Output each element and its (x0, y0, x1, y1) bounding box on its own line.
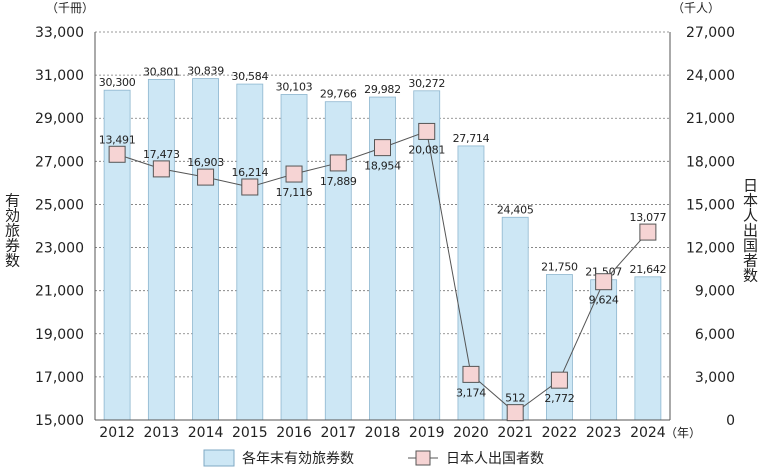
bar (103, 89, 131, 421)
right-tick-label: 3,000 (695, 370, 735, 386)
line-data-label: 512 (505, 392, 525, 405)
line-data-label: 16,214 (231, 166, 268, 179)
line-marker (152, 160, 170, 178)
left-tick-label: 21,000 (35, 284, 84, 300)
line-marker (285, 165, 303, 183)
x-tick-label: 2020 (453, 425, 489, 441)
bar (192, 78, 219, 421)
legend-line-marker (415, 450, 431, 466)
left-tick-label: 25,000 (35, 197, 84, 213)
line-series: 13,491 17,473 16,903 16,214 17,116 17,889 18,9… (99, 122, 667, 422)
bar (147, 79, 175, 421)
x-tick-label: 2012 (99, 425, 135, 441)
x-tick-label: 2013 (144, 425, 180, 441)
x-tick-label: 2015 (232, 425, 268, 441)
bar-data-label: 21,642 (630, 263, 667, 276)
x-tick-label: 2016 (276, 425, 312, 441)
bar (236, 83, 264, 421)
bar-data-label: 24,405 (497, 203, 534, 216)
left-tick-label: 31,000 (35, 68, 84, 84)
right-tick-label: 9,000 (695, 284, 735, 300)
bar-data-label: 30,272 (408, 77, 445, 90)
bar-series: 30,300 30,801 30,839 30,584 30,103 29,766 29,9… (99, 65, 667, 421)
line-marker (550, 371, 568, 389)
right-tick-label: 21,000 (686, 111, 735, 127)
right-tick-label: 12,000 (686, 241, 735, 257)
x-tick-label: 2019 (409, 425, 445, 441)
right-tick-label: 6,000 (695, 327, 735, 343)
line-data-label: 16,903 (187, 156, 224, 169)
left-tick-label: 17,000 (35, 370, 84, 386)
line-marker (197, 168, 215, 186)
line-marker (506, 404, 524, 422)
left-axis-label: 有効旅券数 (3, 193, 21, 268)
x-tick-label: 2018 (365, 425, 401, 441)
line-marker (108, 145, 126, 163)
left-tick-label: 23,000 (35, 241, 84, 257)
line-marker (418, 122, 436, 140)
x-tick-label: 2021 (497, 425, 533, 441)
bar (413, 90, 441, 421)
legend-bar-label: 各年末有効旅券数 (242, 451, 354, 467)
x-tick-label: 2024 (630, 425, 666, 441)
line-data-label: 3,174 (456, 386, 486, 399)
bar (501, 216, 529, 421)
line-marker (639, 223, 657, 241)
line-marker (374, 139, 391, 157)
bar (324, 101, 352, 421)
right-tick-label: 0 (726, 413, 735, 429)
bar-data-label: 21,750 (541, 261, 578, 274)
tick-labels: 15,000 17,000 19,000 21,000 23,000 25,000 27,0… (35, 25, 735, 441)
line-data-label: 17,473 (143, 148, 180, 161)
bar-data-label: 27,714 (453, 132, 490, 145)
line-data-label: 18,954 (364, 160, 401, 173)
line-data-label: 9,624 (589, 294, 619, 307)
bar-data-label: 30,584 (231, 70, 268, 83)
right-tick-label: 15,000 (686, 197, 735, 213)
bar (280, 94, 308, 421)
line-data-label: 17,116 (276, 186, 313, 199)
left-axis-unit: （千冊） (46, 1, 94, 15)
x-axis-unit: （年） (665, 426, 701, 440)
line-marker (595, 273, 613, 291)
right-tick-label: 24,000 (686, 68, 735, 84)
line-data-label: 17,889 (320, 175, 357, 188)
bar-data-label: 30,839 (187, 65, 224, 78)
x-tick-label: 2017 (320, 425, 356, 441)
right-tick-label: 27,000 (686, 25, 735, 41)
right-tick-label: 18,000 (686, 154, 735, 170)
line-data-label: 13,077 (630, 211, 667, 224)
axes (94, 32, 671, 421)
line-data-label: 2,772 (544, 392, 574, 405)
x-tick-label: 2014 (188, 425, 224, 441)
left-tick-label: 29,000 (35, 111, 84, 127)
left-tick-label: 27,000 (35, 154, 84, 170)
line-marker (462, 365, 480, 383)
bar-data-label: 21,507 (585, 266, 622, 279)
line-marker (241, 178, 259, 196)
legend-line-label: 日本人出国者数 (446, 451, 544, 467)
legend: 各年末有効旅券数 日本人出国者数 (203, 449, 544, 467)
bar-data-label: 29,982 (364, 83, 401, 96)
legend-bar-swatch (203, 449, 235, 467)
x-tick-label: 2022 (542, 425, 578, 441)
bar-data-label: 29,766 (320, 88, 357, 101)
x-tick-label: 2023 (586, 425, 622, 441)
line-data-label: 13,491 (99, 133, 136, 146)
line-marker (329, 154, 347, 172)
left-tick-label: 15,000 (35, 413, 84, 429)
right-axis-label: 日本人出国者数 (741, 178, 759, 283)
bar-data-label: 30,801 (143, 65, 180, 78)
left-tick-label: 19,000 (35, 327, 84, 343)
bar (634, 276, 662, 421)
right-axis-unit: （千人） (672, 1, 720, 15)
left-tick-label: 33,000 (35, 25, 84, 41)
bar-data-label: 30,300 (99, 76, 136, 89)
line-data-label: 20,081 (408, 143, 445, 156)
bar-data-label: 30,103 (276, 80, 313, 93)
